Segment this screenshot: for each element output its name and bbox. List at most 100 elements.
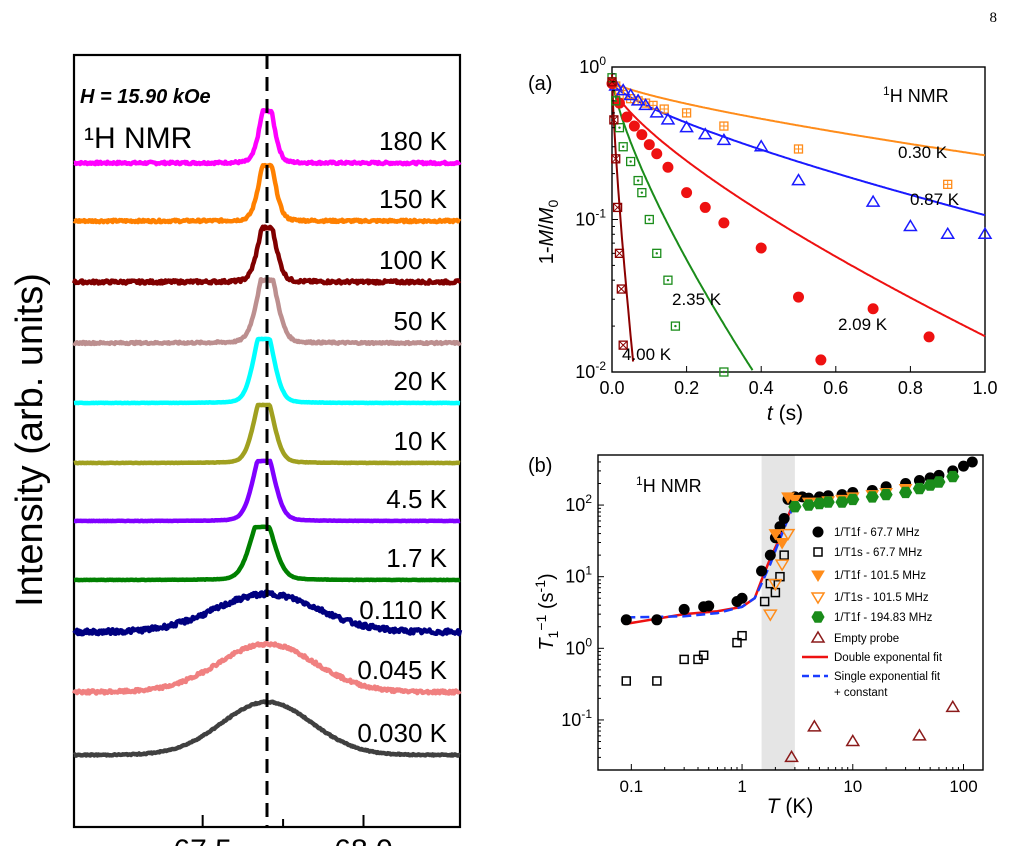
panel-b-y-tick-label: 102 [565,492,592,515]
panel-a-point-2-35-k-dot [618,126,621,129]
legend-label-1-t1s-101-5-mhz: 1/T1s - 101.5 MHz [834,592,929,604]
panel-a-point-0-30-k [793,144,804,154]
panel-b-frame [597,454,984,771]
panel-a-point-4-00-k-box [609,115,619,125]
panel-a-series-label-0-30-k: 0.30 K [898,143,948,162]
spectrum-label-50-k: 50 K [394,306,448,336]
panel-a-y-tick-label: 10-1 [575,207,606,230]
panel-a-point-2-09-k [621,111,633,123]
panel-a-point-0-30-k-cross [794,144,803,153]
panel-a-y-tick-label: 10-2 [575,359,606,382]
panel-a-point-2-35-k-dot [674,324,677,328]
panel-a-point-0-87-k [615,83,631,96]
field-label: H = 15.90 kOe [80,86,211,108]
legend-marker-empty-probe [810,630,826,643]
panel-b-point-1-t1s-67-7-mhz [737,630,747,641]
legend-fit-label-single-exponential-fit-constant-1: + constant [834,687,888,699]
panel-a-point-4-00-k-box [611,154,621,164]
panel-a-point-2-35-k-dot [621,145,625,148]
panel-a-point-0-87-k [638,97,653,111]
panel-a-point-0-30-k-cross [634,96,643,105]
panel-a-point-2-09-k [643,139,655,151]
legend-label-empty-probe: Empty probe [834,633,899,645]
panel-a-point-2-35-k-box [663,275,673,285]
panel-a-fit-1 [611,82,986,217]
panel-a-point-4-00-k [616,284,626,294]
panel-a-point-0-30-k-cross [682,108,691,117]
panel-b-x-tick-label: 10 [843,777,862,796]
panel-a-point-2-35-k [652,248,662,258]
legend-label-1-t1s-67-7-mhz: 1/T1s - 67.7 MHz [834,547,922,559]
panel-b-point-1-t1f-67-7-mhz [620,614,632,626]
panel-a-y-tick-label: 100 [579,54,606,77]
legend-marker-1-t1f-67-7-mhz [812,526,824,538]
panel-a-point-0-30-k-cross [649,101,658,110]
panel-b-point-1-t1f-101-5-mhz [775,538,789,550]
panel-b-point-1-t1f-67-7-mhz [651,614,663,626]
panel-a-point-4-00-k-cross [609,115,619,125]
panel-b-point-empty-probe [807,719,822,732]
panel-a-point-2-09-k [699,201,711,213]
panel-b-point-1-t1f-67-7-mhz [958,460,970,472]
panel-a-point-2-35-k-dot [648,218,651,221]
panel-a-point-2-35-k-dot [636,179,640,182]
spectrum-label-10-k: 10 K [394,426,448,456]
panel-a-point-2-35-k-box [652,248,662,258]
panel-a-point-2-35-k-box [626,156,636,167]
spectrum-trace-100-k [71,224,462,286]
legend-fit-label-single-exponential-fit-constant-0: Single exponential fit [834,671,941,683]
panel-a-point-2-35-k-dot [614,99,617,103]
panel-b-point-1-t1s-101-5-mhz [762,609,778,622]
panel-a-point-2-35-k-box [611,96,621,106]
panel-b-nucleus-label: 1H NMR [636,474,702,496]
panel-b-point-1-t1s-101-5-mhz [768,578,783,592]
panel-b-y-tick-label: 10-1 [561,707,592,730]
spectra-temperature-labels: 180 K 150 K 100 K 50 K 20 K 10 K 4.5 K 1.7 K 0.1… [357,126,447,748]
panel-a-fit-2 [611,85,986,338]
panel-a-label: (a) [528,73,552,95]
panel-b-point-1-t1f-101-5-mhz [768,529,783,541]
panel-a-x-tick-label: 1.0 [972,378,997,398]
panel-b-point-1-t1s-67-7-mhz [652,676,662,686]
panel-a-point-2-35-k-dot [629,160,632,163]
panel-b-x-axis-label: T (K) [767,795,814,818]
spectrum-trace-0-045-k [71,640,462,696]
legend-marker-1-t1s-67-7-mhz [813,547,823,557]
panel-b-point-1-t1f-67-7-mhz [778,512,790,524]
page-number: 8 [990,10,998,26]
panel-a-point-2-09-k [651,148,663,160]
legend-label-1-t1f-67-7-mhz: 1/T1f - 67.7 MHz [834,527,920,539]
spectrum-label-150-k: 150 K [379,184,448,214]
panel-a-series-label-2-09-k: 2.09 K [838,315,888,334]
panel-b-point-1-t1f-194-83-mhz [912,482,926,495]
spectra-x-ticks: 67.5 68.0 [173,815,393,846]
panel-a-point-2-35-k [611,96,621,106]
panel-a-point-2-35-k [670,321,681,331]
spectra-nucleus-label: ¹H NMR [84,122,192,155]
panel-a-fit-3 [611,77,754,371]
panel-a-point-0-87-k [753,139,769,152]
panel-a-x-tick-label: 0.4 [749,378,774,398]
panel-b-point-1-t1s-67-7-mhz [698,650,709,661]
panel-a-point-0-30-k-cross [626,94,635,103]
panel-a-point-2-35-k-box [644,214,654,225]
panel-b-point-1-t1f-194-83-mhz [846,493,860,506]
panel-a-point-0-87-k [649,105,665,118]
panel-a-point-2-35-k [637,187,647,198]
panel-a-series-label-4-00-k: 4.00 K [622,345,672,364]
panel-b-point-1-t1f-67-7-mhz [736,592,748,604]
panel-b-x-tick-label: 0.1 [620,777,644,796]
panel-a-point-0-30-k [681,108,692,118]
panel-a-point-0-30-k-cross [943,180,952,189]
panel-b-point-1-t1f-67-7-mhz [756,565,768,577]
spectrum-label-1-7-k: 1.7 K [386,543,447,573]
panel-a-point-2-35-k-box [637,187,647,198]
panel-a-point-0-87-k [865,194,881,207]
panel-a-y-axis-label: 1-M/M0 [536,200,561,265]
spectrum-label-100-k: 100 K [379,245,448,275]
panel-a-point-2-09-k [681,187,693,199]
legend-marker-1-t1f-194-83-mhz [811,611,825,623]
panel-b-point-1-t1s-67-7-mhz [621,676,632,686]
panel-a-x-axis-label: t (s) [767,402,803,425]
